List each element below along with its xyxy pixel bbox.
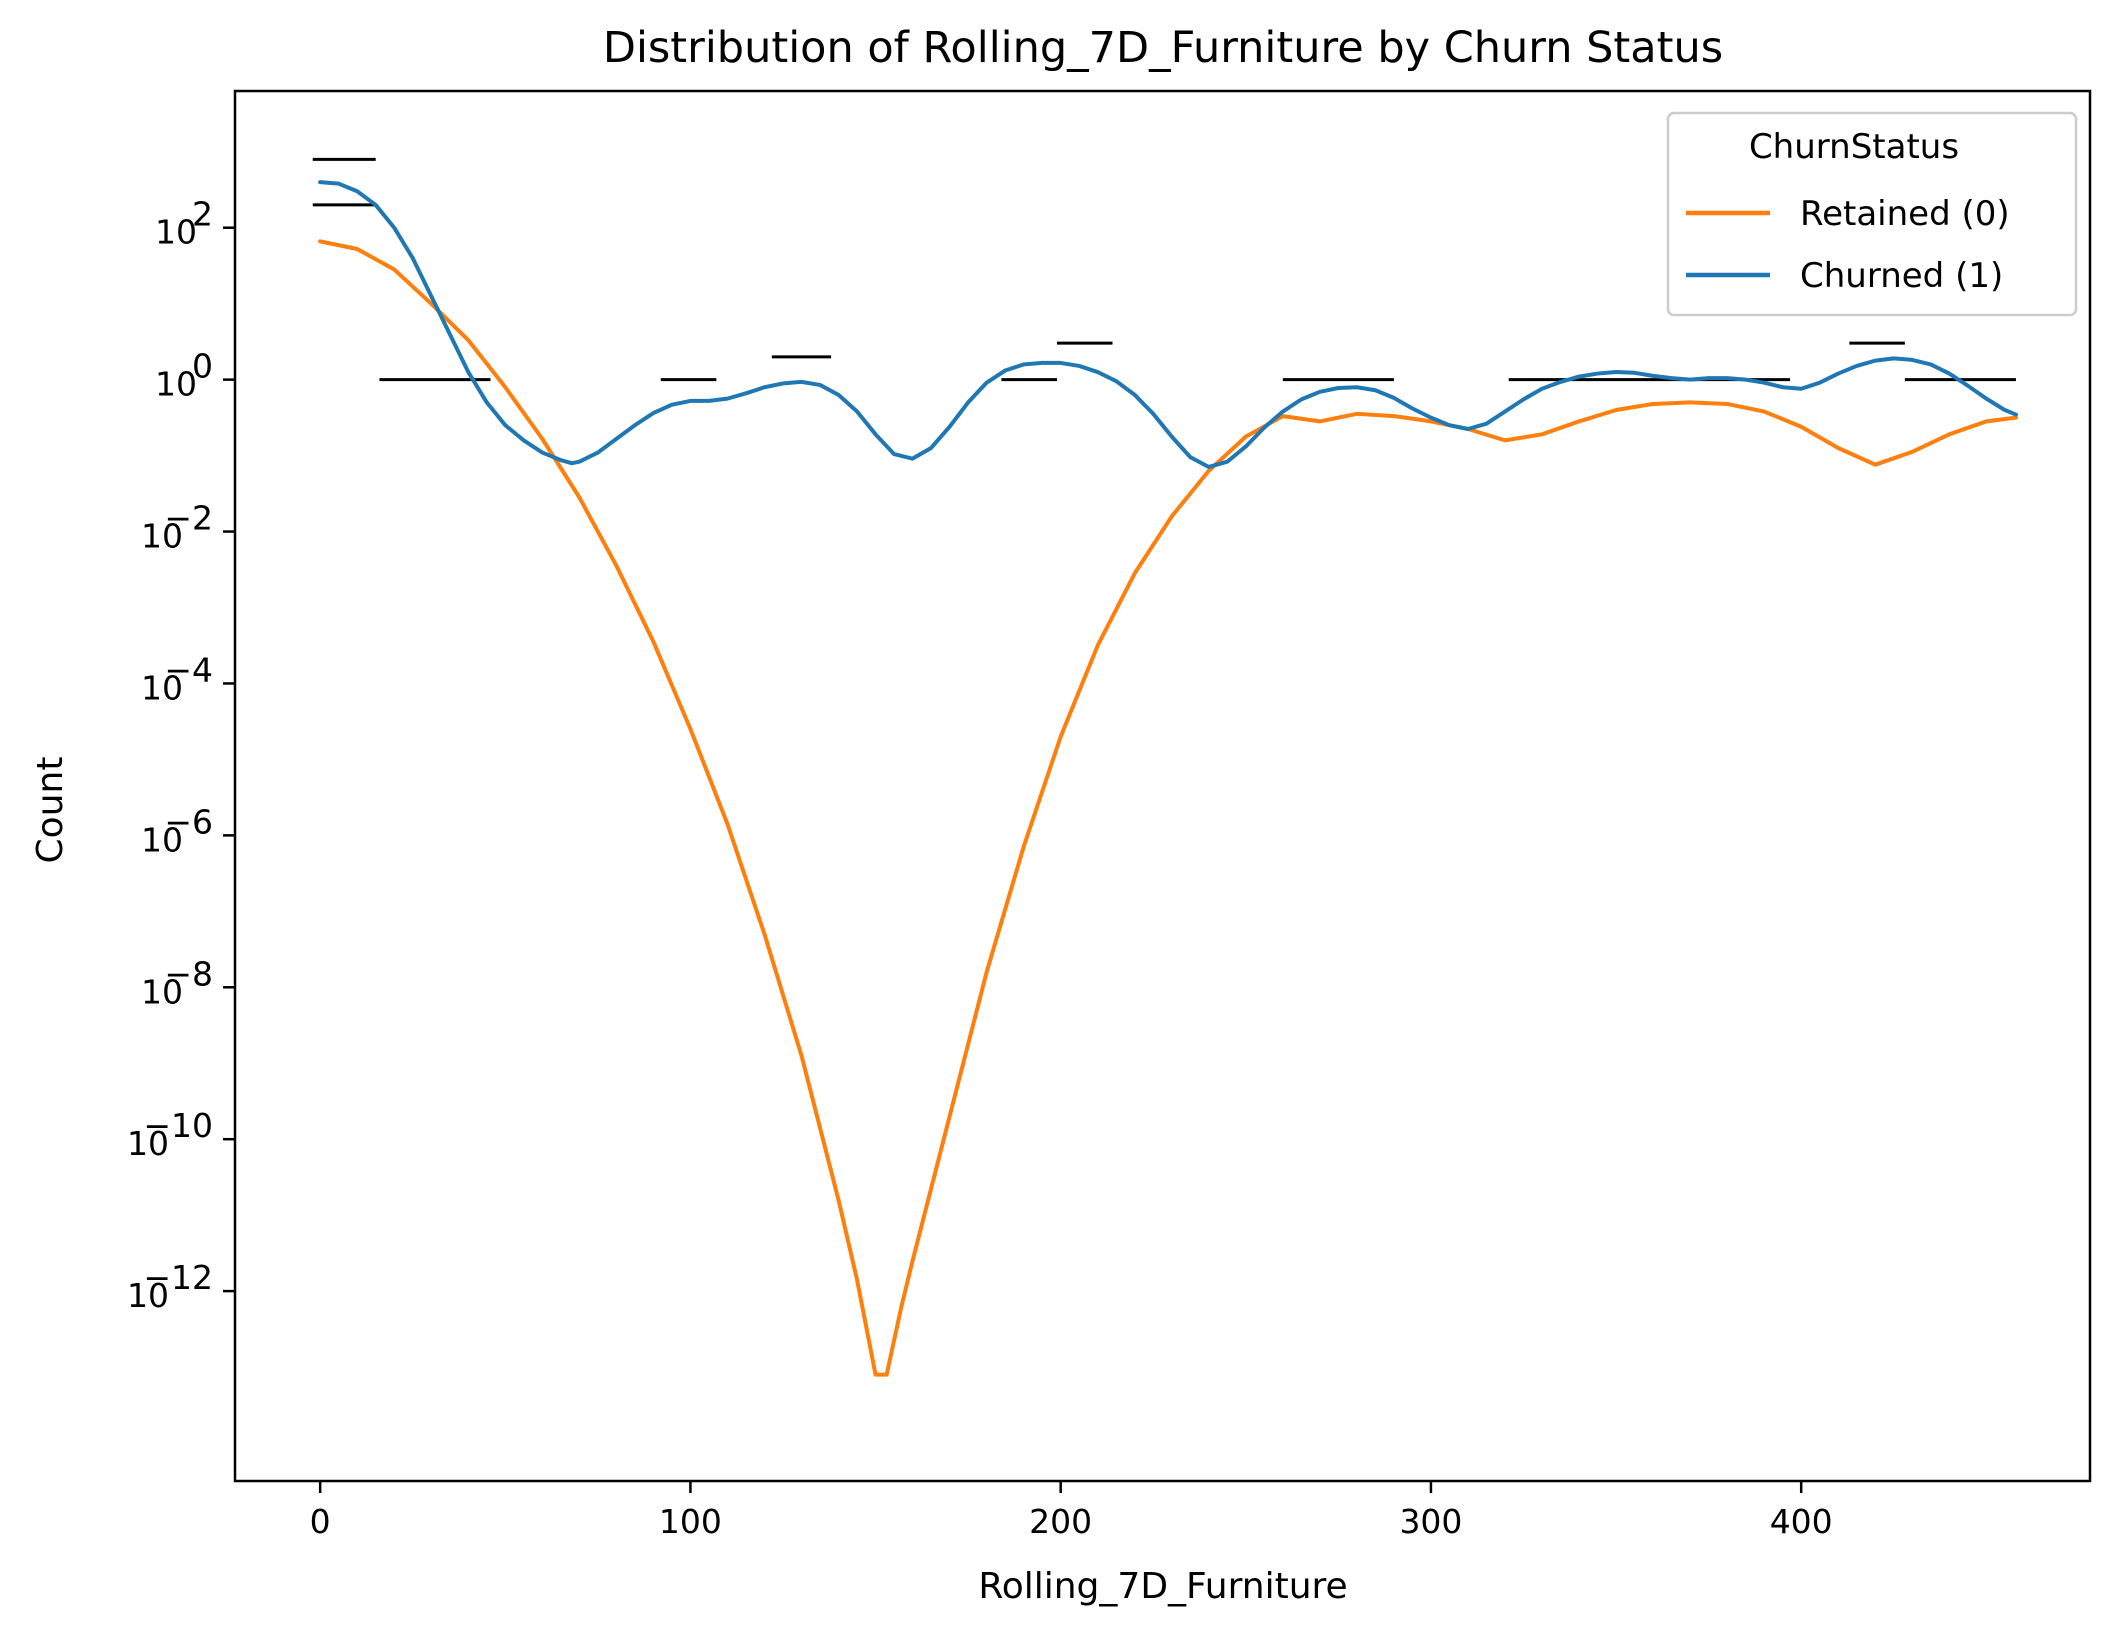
y-tick-exponent-2: −2 (164, 499, 213, 538)
series-line-retained-0 (318, 239, 2018, 1377)
chart-title: Distribution of Rolling_7D_Furniture by … (603, 23, 1723, 73)
plot-area-frame (233, 89, 2092, 1483)
y-tick-base-4: 10 (141, 820, 183, 859)
legend-box (1666, 111, 2078, 317)
y-tick-exponent-7: −12 (143, 1258, 213, 1297)
axis-ticks-layer: 0 100 200 300 400210010−210−410−610−810−1010… (127, 195, 1833, 1541)
y-tick-base-3: 10 (141, 668, 183, 707)
x-tick-label-1: 100 (659, 1502, 722, 1541)
y-tick-exponent-5: −8 (164, 954, 213, 993)
x-axis-label: Rolling_7D_Furniture (978, 1566, 1347, 1607)
legend-label-churned-1: Churned (1) (1800, 256, 2003, 296)
y-tick-base-7: 10 (127, 1276, 169, 1315)
x-tick-label-0: 0 (310, 1502, 331, 1541)
y-tick-base-6: 10 (127, 1124, 169, 1163)
y-tick-base-0: 10 (155, 213, 197, 252)
y-tick-base-1: 10 (155, 365, 197, 404)
y-tick-exponent-0: 2 (192, 195, 213, 234)
series-line-churned-1 (318, 180, 2018, 469)
y-tick-exponent-3: −4 (164, 650, 213, 689)
legend-title: ChurnStatus (1749, 127, 1959, 167)
x-tick-label-4: 400 (1770, 1502, 1833, 1541)
y-tick-exponent-4: −6 (164, 802, 213, 841)
kde-series-layer (318, 180, 2018, 1377)
legend: ChurnStatus Retained (0) Churned (1) (1666, 111, 2078, 317)
x-tick-label-2: 200 (1029, 1502, 1092, 1541)
y-tick-base-5: 10 (141, 972, 183, 1011)
y-tick-exponent-1: 0 (192, 347, 213, 386)
legend-label-retained-0: Retained (0) (1800, 194, 2010, 234)
x-tick-label-3: 300 (1399, 1502, 1462, 1541)
y-axis-label: Count (30, 757, 71, 864)
y-tick-exponent-6: −10 (143, 1106, 213, 1145)
y-tick-base-2: 10 (141, 517, 183, 556)
